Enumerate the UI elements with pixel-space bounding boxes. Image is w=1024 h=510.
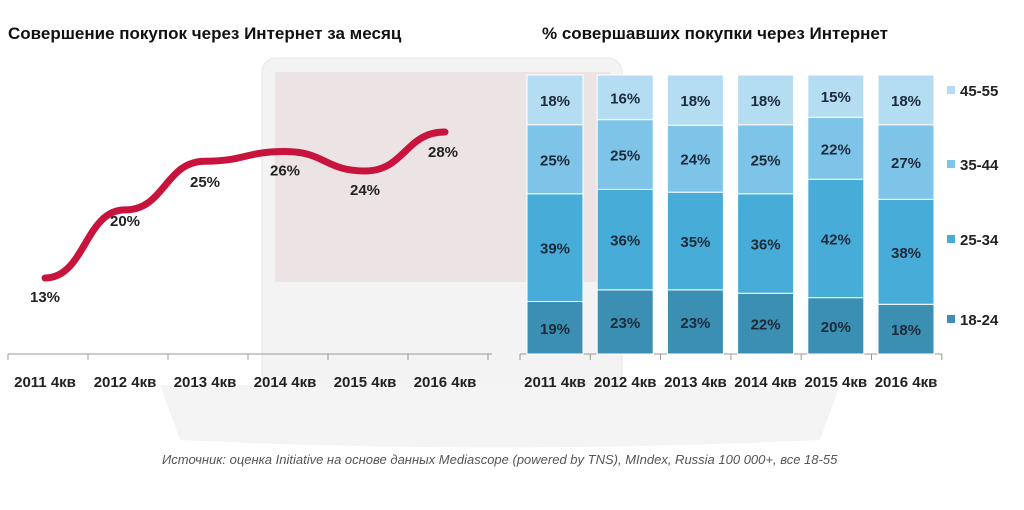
bar-segment-45-55 [526, 74, 584, 126]
line-x-tick-label: 2014 4кв [254, 374, 317, 391]
bar-segment-18-24 [737, 292, 795, 355]
bar-data-label: 23% [680, 315, 710, 332]
bar-x-tick-label: 2015 4кв [804, 374, 867, 391]
legend-label: 25-34 [960, 232, 999, 249]
bar-data-label: 24% [680, 152, 710, 169]
bar-x-tick-label: 2014 4кв [734, 374, 797, 391]
line-data-label: 25% [190, 174, 220, 191]
bar-data-label: 22% [821, 141, 851, 158]
bar-segment-25-34 [596, 188, 654, 291]
bar-segment-18-24 [526, 301, 584, 355]
bar-segment-18-24 [807, 297, 865, 355]
bar-segment-35-44 [737, 124, 795, 195]
bar-data-label: 16% [610, 90, 640, 107]
bar-x-tick-label: 2012 4кв [594, 374, 657, 391]
line-x-tick-label: 2013 4кв [174, 374, 237, 391]
bar-segment-45-55 [666, 74, 724, 126]
bar-segment-25-34 [737, 193, 795, 294]
bar-chart-title: % совершавших покупки через Интернет [542, 24, 888, 43]
bar-segment-35-44 [526, 124, 584, 195]
bar-x-tick-label: 2013 4кв [664, 374, 727, 391]
bar-data-label: 36% [610, 233, 640, 250]
bar-segment-25-34 [877, 198, 935, 305]
bar-segment-45-55 [877, 74, 935, 126]
legend-swatch [947, 86, 955, 94]
legend-swatch [947, 160, 955, 168]
bar-x-tick-label: 2011 4кв [524, 374, 586, 391]
bar-segment-25-34 [807, 178, 865, 299]
bar-data-label: 25% [610, 148, 640, 165]
bar-segment-18-24 [666, 289, 724, 355]
bar-segment-35-44 [596, 119, 654, 190]
line-x-tick-label: 2012 4кв [94, 374, 157, 391]
bar-data-label: 19% [540, 321, 570, 338]
line-series [41, 128, 449, 282]
bar-data-label: 36% [751, 237, 781, 254]
bar-data-label: 18% [540, 93, 570, 110]
legend-swatch [947, 315, 955, 323]
line-data-label: 28% [428, 144, 458, 161]
line-x-tick-label: 2016 4кв [414, 374, 477, 391]
line-data-label: 20% [110, 213, 140, 230]
bar-data-label: 20% [821, 319, 851, 336]
bar-data-label: 15% [821, 89, 851, 106]
bar-data-label: 25% [751, 152, 781, 169]
line-data-label: 13% [30, 289, 60, 306]
bar-segment-35-44 [877, 124, 935, 200]
source-note: Источник: оценка Initiative на основе да… [162, 452, 838, 467]
line-x-tick-label: 2015 4кв [334, 374, 397, 391]
line-x-tick-label: 2011 4кв [14, 374, 76, 391]
bar-data-label: 18% [891, 322, 921, 339]
bar-segment-35-44 [666, 124, 724, 193]
bar-segment-25-34 [526, 193, 584, 303]
bar-segment-45-55 [737, 74, 795, 126]
bar-segment-18-24 [877, 303, 935, 355]
legend-swatch [947, 235, 955, 243]
bar-segment-25-34 [666, 191, 724, 291]
bar-segment-35-44 [807, 116, 865, 180]
bar-data-label: 23% [610, 315, 640, 332]
bar-data-label: 35% [680, 234, 710, 251]
bar-segment-45-55 [596, 74, 654, 121]
bar-x-tick-label: 2016 4кв [875, 374, 938, 391]
line-data-label: 26% [270, 163, 300, 180]
legend-label: 18-24 [960, 312, 999, 329]
bar-data-label: 27% [891, 155, 921, 172]
legend-label: 35-44 [960, 157, 999, 174]
bar-data-label: 18% [891, 93, 921, 110]
bar-data-label: 25% [540, 152, 570, 169]
bar-segment-45-55 [807, 74, 865, 118]
bar-data-label: 22% [751, 317, 781, 334]
line-data-label: 24% [350, 182, 380, 199]
bar-data-label: 38% [891, 245, 921, 262]
bar-data-label: 18% [751, 93, 781, 110]
line-chart-title: Совершение покупок через Интернет за мес… [8, 24, 402, 43]
bar-data-label: 18% [680, 93, 710, 110]
legend-label: 45-55 [960, 83, 998, 100]
bar-data-label: 42% [821, 231, 851, 248]
bar-data-label: 39% [540, 241, 570, 258]
